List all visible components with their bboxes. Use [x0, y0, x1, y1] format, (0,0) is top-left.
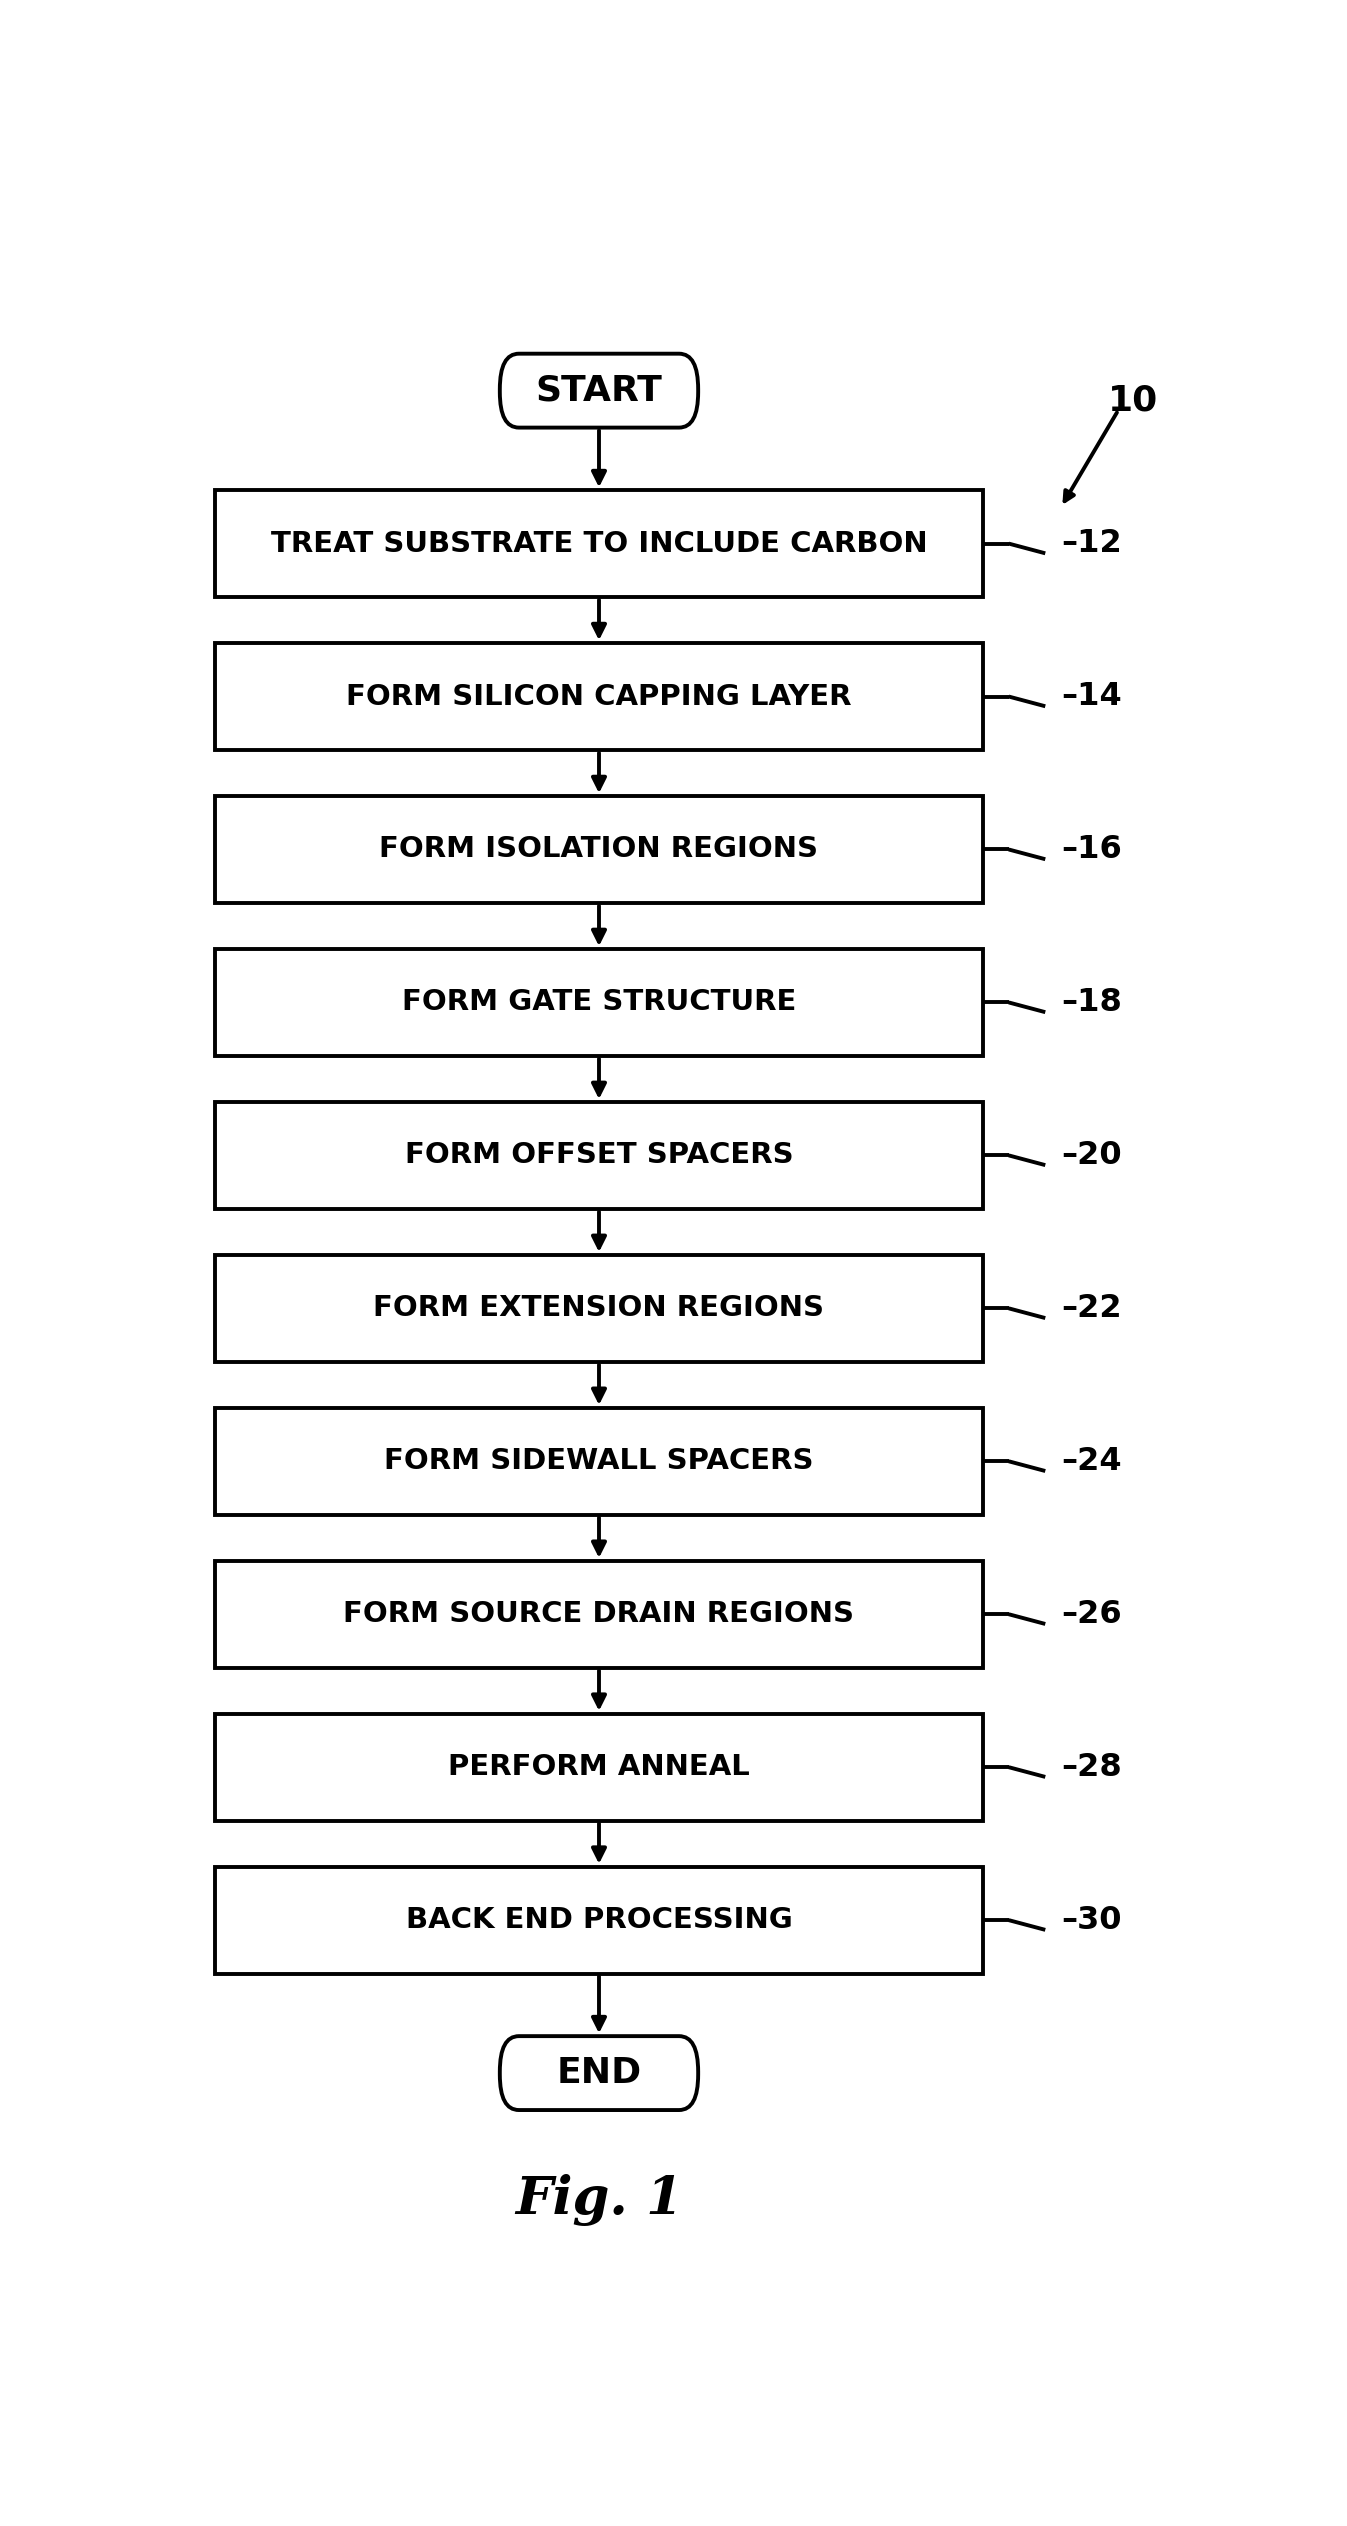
Text: –14: –14: [1061, 682, 1122, 712]
Bar: [216, 1867, 982, 1973]
Text: FORM SILICON CAPPING LAYER: FORM SILICON CAPPING LAYER: [346, 682, 851, 710]
Text: FORM GATE STRUCTURE: FORM GATE STRUCTURE: [401, 988, 796, 1015]
Text: –30: –30: [1061, 1905, 1122, 1935]
Bar: [216, 1101, 982, 1210]
FancyBboxPatch shape: [500, 354, 698, 427]
Bar: [216, 1713, 982, 1821]
Text: –16: –16: [1061, 834, 1122, 864]
Bar: [216, 1407, 982, 1516]
Text: –22: –22: [1061, 1293, 1122, 1324]
Text: PERFORM ANNEAL: PERFORM ANNEAL: [449, 1753, 750, 1781]
Text: –26: –26: [1061, 1599, 1122, 1629]
Bar: [216, 950, 982, 1056]
Text: END: END: [556, 2056, 641, 2089]
Bar: [216, 490, 982, 596]
Bar: [216, 1561, 982, 1667]
Text: 10: 10: [1107, 384, 1158, 417]
Text: START: START: [536, 374, 663, 407]
Text: TREAT SUBSTRATE TO INCLUDE CARBON: TREAT SUBSTRATE TO INCLUDE CARBON: [271, 530, 927, 558]
Text: –18: –18: [1061, 988, 1122, 1018]
Bar: [216, 796, 982, 902]
Text: FORM OFFSET SPACERS: FORM OFFSET SPACERS: [404, 1142, 793, 1170]
Bar: [216, 1255, 982, 1362]
Text: FORM SOURCE DRAIN REGIONS: FORM SOURCE DRAIN REGIONS: [343, 1601, 854, 1629]
Text: –20: –20: [1061, 1139, 1122, 1172]
Text: FORM SIDEWALL SPACERS: FORM SIDEWALL SPACERS: [384, 1447, 814, 1475]
Text: –28: –28: [1061, 1751, 1122, 1783]
Text: –24: –24: [1061, 1445, 1122, 1478]
Text: FORM EXTENSION REGIONS: FORM EXTENSION REGIONS: [373, 1293, 824, 1321]
Text: –12: –12: [1061, 528, 1122, 558]
Bar: [216, 644, 982, 750]
Text: Fig. 1: Fig. 1: [515, 2172, 683, 2225]
Text: FORM ISOLATION REGIONS: FORM ISOLATION REGIONS: [380, 836, 819, 864]
Text: BACK END PROCESSING: BACK END PROCESSING: [405, 1907, 792, 1935]
FancyBboxPatch shape: [500, 2036, 698, 2109]
